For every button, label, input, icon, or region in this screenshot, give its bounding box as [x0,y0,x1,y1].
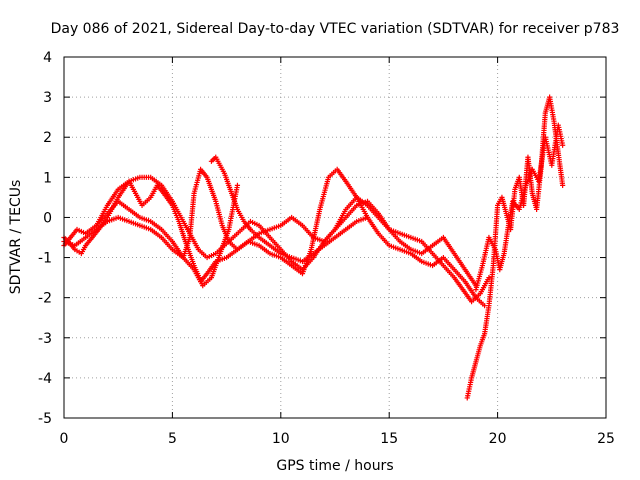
series-track-c [61,166,479,289]
y-tick-label: 0 [43,210,52,226]
grid-lines [64,57,606,418]
series-track-f [464,94,566,401]
y-tick-label: 1 [43,170,52,186]
series-track-g [473,122,566,293]
data-point [560,142,566,148]
y-tick-label: -4 [38,371,52,387]
y-tick-label: -2 [38,291,52,307]
x-tick-label: 10 [272,431,290,447]
series-track-b [61,166,488,309]
x-tick-label: 0 [60,431,69,447]
x-tick-label: 15 [380,431,398,447]
x-tick-label: 25 [597,431,615,447]
series-track-e [93,178,241,289]
y-tick-label: 3 [43,90,52,106]
x-tick-label: 20 [489,431,507,447]
y-tick-label: 4 [43,50,52,66]
data-point [486,275,492,281]
x-axis-label: GPS time / hours [276,458,393,474]
plot-frame [63,56,607,419]
y-tick-label: -1 [38,251,52,267]
chart-title: Day 086 of 2021, Sidereal Day-to-day VTE… [51,21,620,37]
data-point [481,303,488,309]
tick-labels: 0 5 10 15 20 25 -5 -4 -3 -2 -1 0 1 2 3 4 [38,50,615,447]
data-points [61,94,566,401]
y-tick-label: -5 [38,411,52,427]
data-point [560,182,566,188]
data-point [364,214,371,221]
x-tick-label: 5 [168,431,177,447]
y-tick-label: -3 [38,331,52,347]
y-axis-label: SDTVAR / TECUs [8,180,24,295]
data-point [234,182,241,188]
y-tick-label: 2 [43,130,52,146]
